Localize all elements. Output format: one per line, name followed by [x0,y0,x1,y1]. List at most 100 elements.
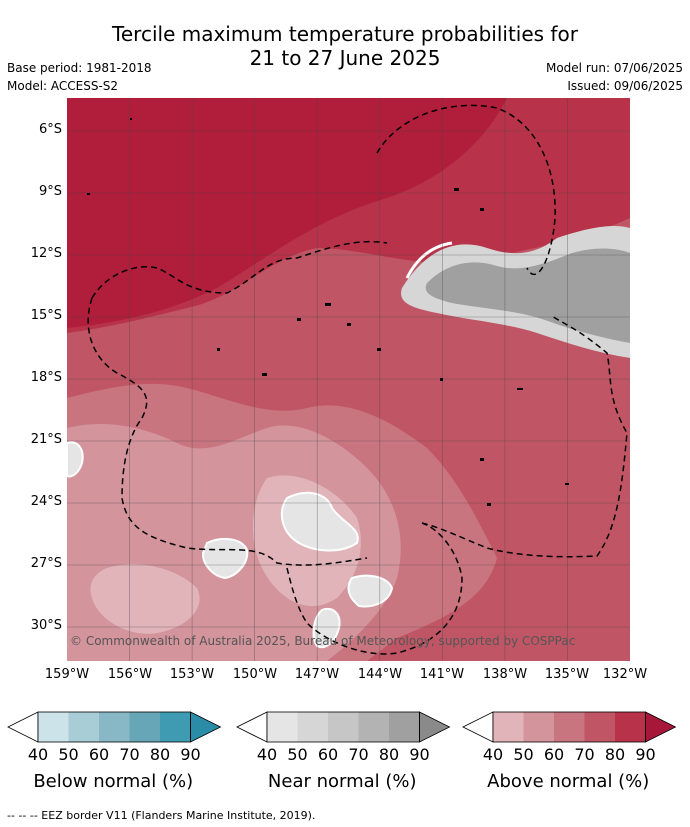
colorbar-segment [160,712,191,742]
near-normal-patch-south [280,491,359,552]
colorbar-tick-label: 40 [256,745,278,764]
eez-cook-north [91,240,388,299]
below-normal-colorbar-svg [7,711,222,743]
lon-label: 138°W [482,667,528,682]
lon-label: 144°W [357,667,403,682]
colorbar-tick-label: 60 [543,745,565,764]
copyright-notice: © Commonwealth of Australia 2025, Bureau… [70,634,576,648]
graticule [67,98,630,661]
colorbar-segment [38,712,69,742]
near-normal-colorbar-title: Near normal (%) [267,771,417,792]
lon-label: 156°W [107,667,153,682]
lat-label: 6°S [38,122,62,137]
colorbar-tick-label: 90 [180,745,201,764]
lat-label: 15°S [30,308,62,323]
below-normal-colorbar-title: Below normal (%) [33,771,194,792]
lat-label: 12°S [30,246,62,261]
colorbar-tick-label: 40 [27,745,49,764]
lat-label: 27°S [30,556,62,571]
title-line-1: Tercile maximum temperature probabilitie… [112,22,578,46]
colorbar-tick-label: 50 [513,745,534,764]
lon-label: 153°W [169,667,215,682]
above-normal-colorbar-svg [462,711,677,743]
colorbar-tick-label: 70 [348,745,369,764]
region-90-percent-north [67,98,507,328]
colorbar-segment [267,712,298,742]
colorbar-extend-high [419,711,451,743]
eez-french-polynesia-east [421,315,628,558]
colorbar-segment [584,712,615,742]
meta-right: Model run: 07/06/2025 Issued: 09/06/2025 [546,59,683,95]
probability-map: © Commonwealth of Australia 2025, Bureau… [66,98,630,661]
colorbar-tick-label: 90 [635,745,656,764]
issued-date: Issued: 09/06/2025 [567,79,683,93]
colorbar-segment [523,712,554,742]
model-run: Model run: 07/06/2025 [545,61,683,75]
colorbar-extend-low [236,711,268,743]
lon-label: 150°W [232,667,278,682]
colorbar-extend-low [462,711,494,743]
colorbar-segment [358,712,389,742]
above-normal-colorbar [462,711,677,747]
map-svg [66,98,630,661]
colorbar-tick-label: 60 [88,745,110,764]
eez-cook-south [87,297,368,566]
colorbar-segment [129,712,160,742]
colorbar-tick-label: 70 [574,745,595,764]
colorbar-segment [615,712,646,742]
lat-label: 24°S [30,494,62,509]
lat-label: 30°S [30,618,62,633]
near-normal-patch-s [347,574,394,608]
lon-label: 135°W [544,667,590,682]
near-normal-patch-bottom [312,608,341,648]
colorbar-extend-low [7,711,39,743]
lon-label: 159°W [44,667,90,682]
lon-label: 147°W [294,667,340,682]
lat-label: 21°S [30,432,62,447]
below-normal-colorbar [7,711,222,747]
colorbar-tick-label: 80 [604,745,626,764]
colorbar-segment [99,712,130,742]
colorbar-segment [389,712,420,742]
near-normal-colorbar-svg [236,711,451,743]
colorbar-frame [492,711,646,743]
lon-label: 141°W [419,667,465,682]
colorbar-segment [68,712,99,742]
colorbar-frame [37,711,191,743]
lat-label: 9°S [38,184,62,199]
colorbar-extend-high [645,711,677,743]
eez-borders [87,104,628,655]
meta-left: Base period: 1981-2018 Model: ACCESS-S2 [7,59,152,95]
colorbar-tick-label: 50 [58,745,79,764]
near-normal-patch-west [66,441,84,478]
lat-label: 18°S [30,370,62,385]
above-normal-colorbar-title: Above normal (%) [487,771,650,792]
colorbar-segment [554,712,585,742]
region-50-percent-sw [90,564,200,634]
colorbar-segment [297,712,328,742]
colorbar-frame [266,711,420,743]
eez-marquesas [376,104,556,276]
colorbar-tick-label: 70 [119,745,140,764]
colorbar-tick-label: 50 [287,745,308,764]
colorbar-tick-label: 90 [409,745,430,764]
islands [87,118,569,506]
eez-footnote: -- -- -- EEZ border V11 (Flanders Marine… [7,809,316,822]
eez-pitcairn [286,522,463,655]
colorbar-extend-high [190,711,222,743]
colorbar-segment [328,712,359,742]
base-period: Base period: 1981-2018 [7,61,152,75]
near-normal-colorbar [236,711,451,747]
colorbar-tick-label: 60 [317,745,339,764]
white-contour-north [405,241,453,279]
map-title: Tercile maximum temperature probabilitie… [0,22,690,70]
title-line-2: 21 to 27 June 2025 [249,46,441,70]
colorbar-tick-label: 80 [378,745,400,764]
near-normal-patch-sw [201,537,249,580]
colorbar-segment [493,712,524,742]
colorbar-tick-label: 40 [482,745,504,764]
lon-label: 132°W [602,667,648,682]
model-name: Model: ACCESS-S2 [7,79,119,93]
near-normal-80-region [425,248,630,343]
colorbar-tick-label: 80 [149,745,171,764]
